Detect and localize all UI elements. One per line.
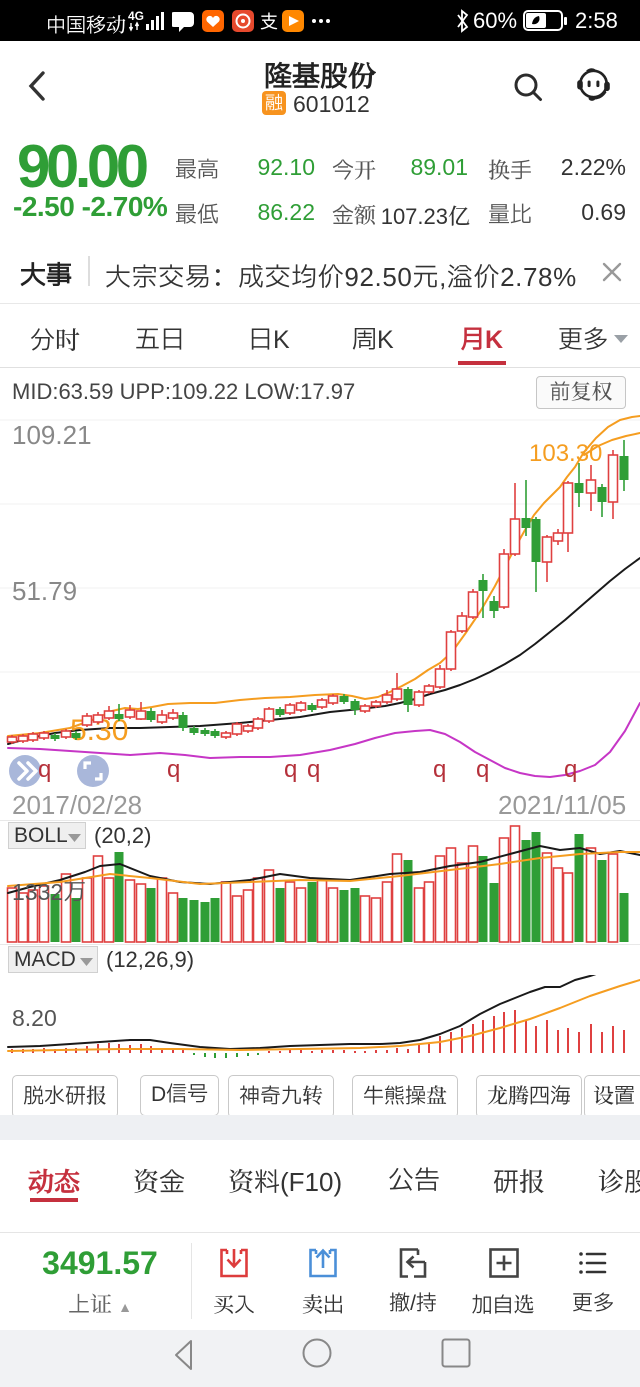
- svg-text:q: q: [433, 756, 446, 783]
- svg-text:支: 支: [260, 9, 278, 33]
- svg-text:1332万: 1332万: [12, 879, 86, 905]
- svg-text:103.30: 103.30: [529, 440, 602, 467]
- svg-text:51.79: 51.79: [12, 576, 77, 606]
- svg-text:q: q: [564, 756, 577, 783]
- svg-text:4G: 4G: [128, 9, 144, 23]
- svg-text:8.20: 8.20: [12, 1005, 57, 1031]
- svg-text:109.21: 109.21: [12, 420, 92, 450]
- svg-text:q: q: [476, 756, 489, 783]
- svg-text:q: q: [307, 756, 320, 783]
- svg-text:q: q: [38, 756, 51, 783]
- svg-text:q: q: [167, 756, 180, 783]
- svg-text:q: q: [284, 756, 297, 783]
